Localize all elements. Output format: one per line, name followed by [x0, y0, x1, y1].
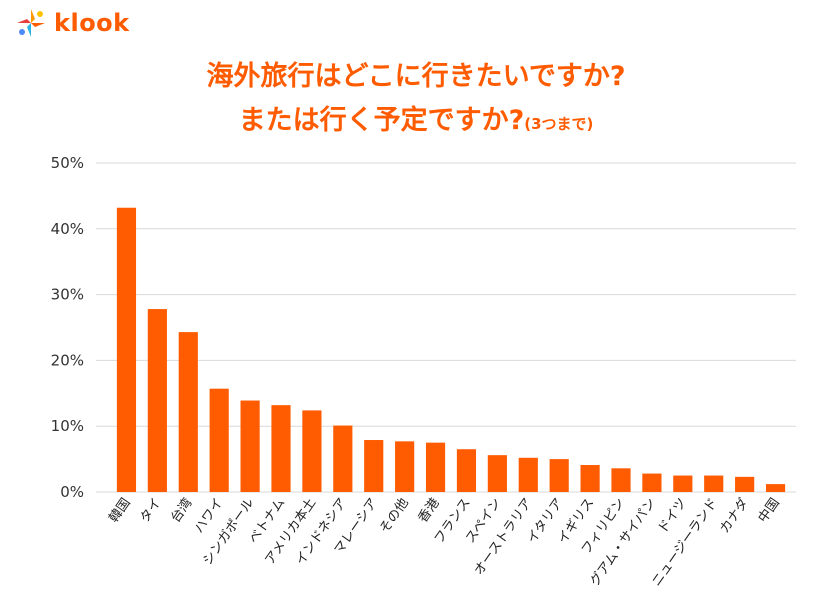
bar — [518, 457, 538, 492]
bar — [395, 441, 415, 492]
grid-lines — [96, 162, 796, 493]
chart-title-line-2: または行く予定ですか?(3つまで) — [0, 98, 832, 137]
x-tick-label: その他 — [377, 496, 412, 537]
y-axis-ticks: 0% 10% 20% 30% 40% 50% — [51, 154, 84, 501]
x-tick-label: タイ — [137, 496, 164, 526]
y-tick-label: 50% — [51, 154, 84, 172]
bar — [735, 476, 755, 492]
bar — [487, 455, 507, 492]
bar — [271, 405, 291, 492]
chart-title-line-1: 海外旅行はどこに行きたいですか? — [0, 54, 832, 93]
bar — [240, 400, 260, 492]
chart-title-text-2: または行く予定ですか? — [238, 105, 525, 136]
bar — [642, 473, 662, 492]
bar — [364, 440, 384, 492]
y-tick-label: 40% — [51, 220, 84, 238]
bar — [178, 332, 198, 492]
bar — [333, 425, 353, 492]
klook-logo-icon — [15, 7, 47, 39]
chart-title-note: (3つまで) — [524, 115, 594, 133]
klook-logo: klook — [14, 6, 130, 40]
bar — [704, 475, 724, 492]
x-tick-label: 韓国 — [107, 496, 134, 526]
bar — [765, 484, 786, 492]
bar — [673, 475, 693, 492]
y-tick-label: 30% — [51, 286, 84, 304]
x-tick-label: カナダ — [717, 496, 752, 537]
bar — [456, 449, 477, 492]
bar — [302, 410, 322, 492]
x-tick-label: 台湾 — [168, 495, 196, 525]
bar — [425, 442, 446, 492]
bar — [116, 207, 137, 492]
bar — [611, 468, 631, 492]
x-axis-ticks: 韓国 タイ 台湾ハワイシンガポールベトナムアメリカ本土インドネシアマレーシアその他香… — [107, 495, 783, 589]
bar — [209, 388, 229, 492]
y-tick-label: 10% — [51, 417, 84, 435]
bars — [116, 207, 786, 492]
y-tick-label: 20% — [51, 351, 84, 369]
x-tick-label: 香港 — [416, 496, 443, 526]
bar — [147, 309, 167, 492]
bar — [580, 465, 600, 492]
bar — [549, 459, 569, 492]
x-tick-label: 中国 — [756, 496, 783, 526]
brand-name: klook — [54, 9, 130, 37]
y-tick-label: 0% — [60, 483, 84, 501]
chart-title-text-1: 海外旅行はどこに行きたいですか? — [206, 61, 626, 92]
